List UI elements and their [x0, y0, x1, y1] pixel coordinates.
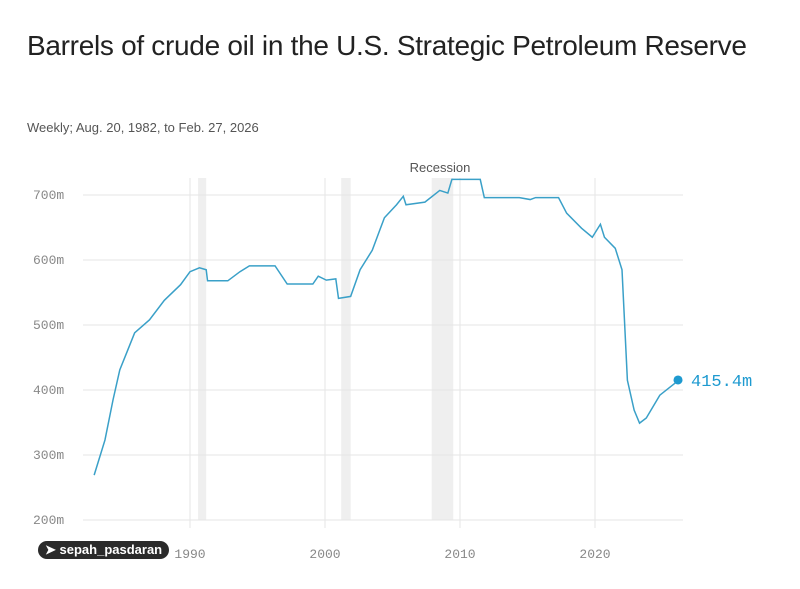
y-tick-label: 500m — [33, 318, 64, 333]
series-line — [93, 178, 679, 476]
x-tick-label: 1990 — [174, 547, 205, 562]
recession-band — [198, 178, 207, 520]
x-tick-label: 2010 — [444, 547, 475, 562]
recession-band — [341, 178, 351, 520]
y-tick-label: 600m — [33, 253, 64, 268]
y-tick-label: 400m — [33, 383, 64, 398]
telegram-icon: ➤ — [45, 542, 60, 557]
y-tick-label: 700m — [33, 188, 64, 203]
watermark-badge: ➤ sepah_pasdaran — [38, 541, 170, 559]
y-tick-label: 200m — [33, 513, 64, 528]
watermark-text: sepah_pasdaran — [59, 542, 163, 557]
y-tick-label: 300m — [33, 448, 64, 463]
end-point — [673, 375, 683, 385]
chart-subtitle: Weekly; Aug. 20, 1982, to Feb. 27, 2026 — [27, 120, 259, 135]
x-tick-label: 2000 — [309, 547, 340, 562]
recession-band — [431, 178, 454, 520]
recession-label: Recession — [410, 160, 471, 175]
chart-title: Barrels of crude oil in the U.S. Strateg… — [27, 30, 747, 61]
x-tick-label: 2020 — [579, 547, 610, 562]
end-value-label: 415.4m — [691, 373, 752, 392]
